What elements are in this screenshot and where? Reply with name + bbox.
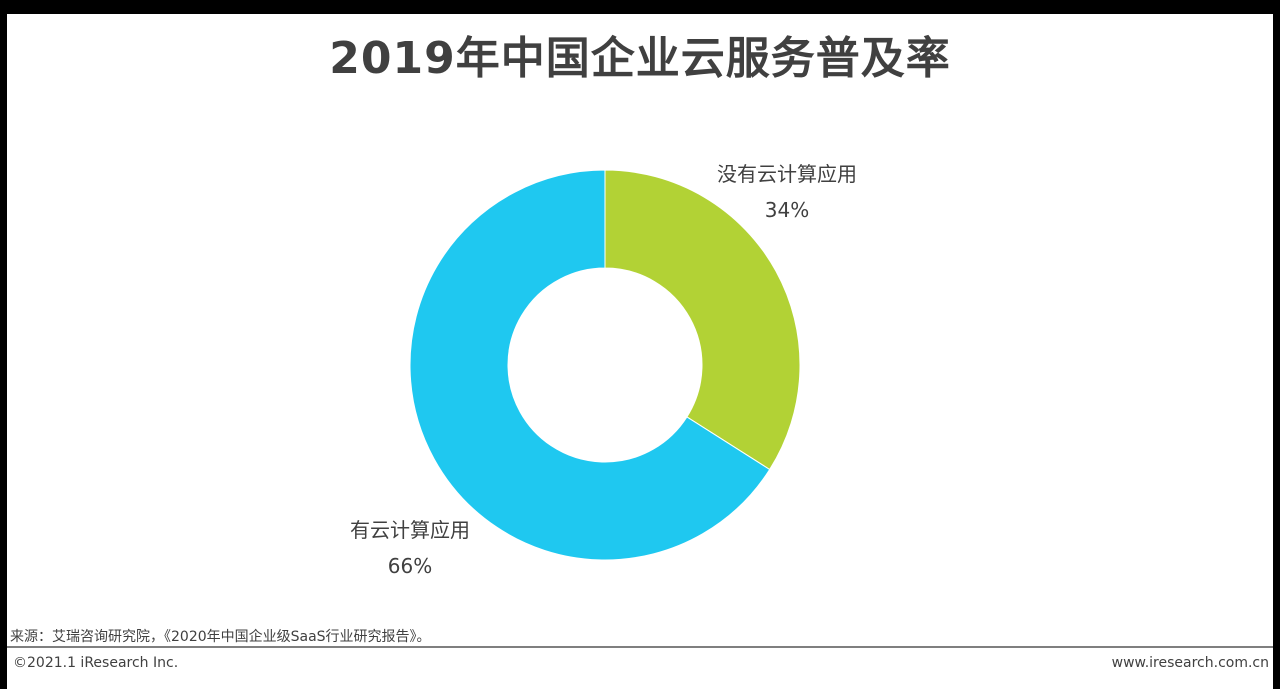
slice-name: 有云计算应用 [350,518,470,542]
footer-divider [7,646,1273,648]
donut-slice-1 [409,169,771,561]
donut-slice-0 [604,169,801,471]
slice-label-cloud: 有云计算应用 66% [330,512,490,584]
copyright: ©2021.1 iResearch Inc. [13,655,179,671]
slice-label-no-cloud: 没有云计算应用 34% [697,156,877,228]
slide: 2019年中国企业云服务普及率 没有云计算应用 34% 有云计算应用 66% 来… [7,14,1273,689]
slice-value: 66% [387,554,433,578]
slice-name: 没有云计算应用 [717,162,857,186]
website: www.iresearch.com.cn [1111,655,1269,671]
source-note: 来源：艾瑞咨询研究院，《2020年中国企业级SaaS行业研究报告》。 [10,629,431,645]
donut-chart [409,169,801,561]
chart-title: 2019年中国企业云服务普及率 [329,33,951,84]
slice-value: 34% [764,198,810,222]
